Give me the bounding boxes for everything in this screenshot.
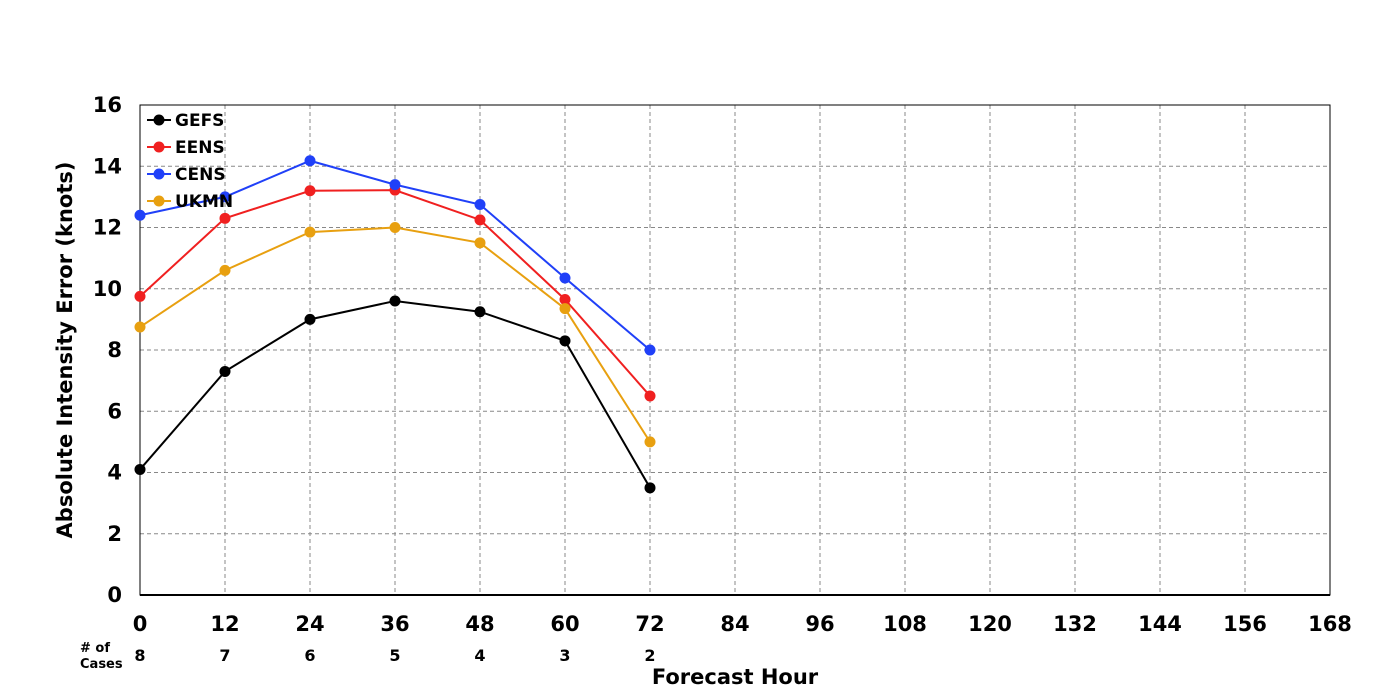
x-tick-label: 60 xyxy=(550,612,579,636)
data-point-gefs xyxy=(304,313,316,325)
data-point-gefs xyxy=(389,295,401,307)
case-count: 7 xyxy=(219,646,230,665)
data-point-cens xyxy=(219,191,231,203)
x-tick-label: 120 xyxy=(968,612,1012,636)
x-tick-label: 132 xyxy=(1053,612,1097,636)
series-lines xyxy=(134,155,656,494)
series-eens xyxy=(134,184,656,402)
x-tick-label: 96 xyxy=(805,612,834,636)
y-tick-label: 2 xyxy=(107,522,122,546)
x-tick-labels: 0 12 24 36 48 60 72 84 96 108 120 132 144 156 168 xyxy=(133,612,1352,636)
data-point-eens xyxy=(559,293,571,305)
data-point-cens xyxy=(389,179,401,191)
y-axis-title: Absolute Intensity Error (knots) xyxy=(53,162,77,539)
data-point-cens xyxy=(134,209,146,221)
data-point-eens xyxy=(219,212,231,224)
x-tick-label: 156 xyxy=(1223,612,1267,636)
case-count: 4 xyxy=(474,646,485,665)
y-tick-label: 16 xyxy=(93,93,122,117)
case-count: 6 xyxy=(304,646,315,665)
x-tick-label: 108 xyxy=(883,612,927,636)
data-point-ukmn xyxy=(474,237,486,249)
x-tick-label: 12 xyxy=(210,612,239,636)
data-point-eens xyxy=(134,290,146,302)
grid xyxy=(140,105,1330,595)
series-gefs xyxy=(134,295,656,494)
legend-item-gefs: GEFS xyxy=(147,111,224,131)
data-point-cens xyxy=(644,344,656,356)
data-point-gefs xyxy=(559,335,571,347)
data-point-cens xyxy=(474,199,486,211)
data-point-ukmn xyxy=(219,264,231,276)
series-ukmn xyxy=(134,222,656,448)
legend-marker-ukmn xyxy=(153,195,165,207)
case-count: 5 xyxy=(389,646,400,665)
y-tick-label: 4 xyxy=(107,461,122,485)
legend-label-cens: CENS xyxy=(175,165,226,185)
y-tick-label: 14 xyxy=(93,154,122,178)
data-point-gefs xyxy=(474,306,486,318)
x-tick-label: 0 xyxy=(133,612,148,636)
legend-label-ukmn: UKMN xyxy=(175,192,233,212)
legend-item-cens: CENS xyxy=(147,165,226,185)
cases-row: # of Cases 8 7 6 5 4 3 2 xyxy=(80,641,656,672)
cases-label-line2: Cases xyxy=(80,657,123,672)
legend-marker-cens xyxy=(153,168,165,180)
data-point-cens xyxy=(304,155,316,167)
legend-item-ukmn: UKMN xyxy=(147,192,233,212)
data-point-ukmn xyxy=(304,226,316,238)
legend-item-eens: EENS xyxy=(147,138,225,158)
x-tick-label: 24 xyxy=(295,612,324,636)
y-tick-labels: 0 2 4 6 8 10 12 14 16 xyxy=(93,93,122,607)
data-point-ukmn xyxy=(389,222,401,233)
y-tick-label: 8 xyxy=(107,338,122,362)
data-point-ukmn xyxy=(134,321,146,333)
legend-label-gefs: GEFS xyxy=(175,111,224,131)
data-point-gefs xyxy=(134,463,146,475)
x-tick-label: 36 xyxy=(380,612,409,636)
data-point-ukmn xyxy=(559,303,571,315)
legend: GEFS EENS CENS UKMN xyxy=(147,111,233,212)
y-tick-label: 6 xyxy=(107,399,122,423)
data-point-ukmn xyxy=(644,436,656,448)
case-count: 2 xyxy=(644,646,655,665)
x-tick-label: 84 xyxy=(720,612,749,636)
series-cens xyxy=(134,155,656,356)
y-tick-label: 12 xyxy=(93,216,122,240)
x-axis-title: Forecast Hour xyxy=(652,665,819,689)
x-tick-label: 168 xyxy=(1308,612,1352,636)
cases-label-line1: # of xyxy=(80,641,110,656)
x-tick-label: 144 xyxy=(1138,612,1182,636)
data-point-eens xyxy=(304,185,316,197)
x-tick-label: 48 xyxy=(465,612,494,636)
x-tick-label: 72 xyxy=(635,612,664,636)
data-point-eens xyxy=(474,214,486,226)
data-point-cens xyxy=(559,272,571,284)
case-count: 8 xyxy=(134,646,145,665)
data-point-gefs xyxy=(644,482,656,494)
case-count: 3 xyxy=(559,646,570,665)
data-point-eens xyxy=(644,390,656,402)
y-tick-label: 0 xyxy=(107,583,122,607)
y-tick-label: 10 xyxy=(93,277,122,301)
legend-marker-eens xyxy=(153,141,165,153)
data-point-gefs xyxy=(219,365,231,377)
legend-label-eens: EENS xyxy=(175,138,225,158)
legend-marker-gefs xyxy=(153,114,165,126)
